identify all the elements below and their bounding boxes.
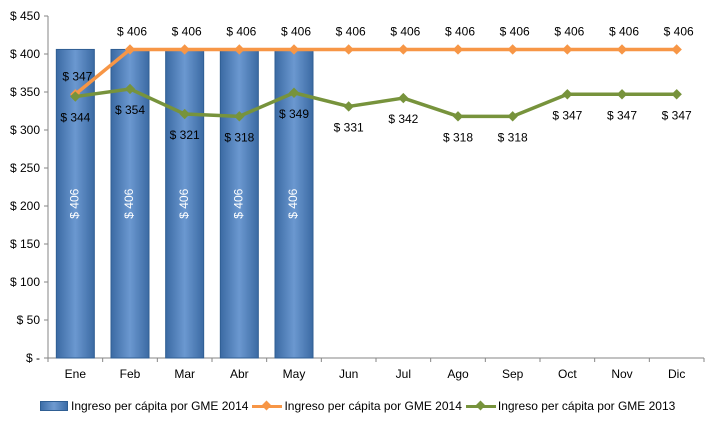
series-2013-line-point — [234, 111, 245, 122]
legend-swatch-line-orange — [252, 400, 283, 412]
series-2013-line-data-label: $ 331 — [334, 120, 364, 134]
legend-item-line-2014: Ingreso per cápita por GME 2014 — [252, 399, 462, 413]
x-tick-label: Oct — [558, 367, 577, 381]
series-2013-line-point — [70, 91, 81, 102]
legend-swatch-bar — [40, 401, 68, 411]
bar — [110, 48, 150, 359]
series-2014-line-data-label: $ 406 — [117, 24, 147, 38]
x-tick-label: May — [283, 367, 306, 381]
series-2014-line-point — [234, 44, 245, 55]
legend-swatch-line-green — [465, 400, 496, 412]
series-2014-line-data-label: $ 406 — [664, 24, 694, 38]
y-tick-label: $ - — [26, 351, 40, 365]
series-2013-line-point — [562, 89, 573, 100]
series-2013-line-data-label: $ 318 — [224, 130, 254, 144]
series-2013-line-point — [179, 108, 190, 120]
series-2013-line-line — [73, 87, 679, 119]
series-2013-line-data-label: $ 321 — [170, 128, 200, 142]
series-2013-line-point — [507, 111, 518, 122]
legend-label: Ingreso per cápita por GME 2014 — [71, 399, 249, 413]
series-2014-line-data-label: $ 406 — [172, 24, 202, 38]
series-2014-line-point — [616, 44, 628, 55]
y-tick-label: $ 250 — [10, 161, 40, 175]
x-tick-label: Ago — [447, 367, 469, 381]
x-tick-label: Sep — [502, 367, 524, 381]
series-2014-line-data-label: $ 347 — [62, 69, 92, 83]
y-tick-label: $ 150 — [10, 237, 40, 251]
y-tick-label: $ 450 — [10, 9, 40, 23]
series-2014-line-point — [562, 44, 573, 55]
x-tick-label: Dic — [668, 367, 685, 381]
bar-data-label: $ 406 — [232, 188, 246, 218]
bar — [165, 48, 205, 359]
series-2014-line-data-label: $ 406 — [390, 24, 420, 38]
series-2013-line-data-label: $ 318 — [498, 130, 528, 144]
x-tick-label: Abr — [230, 367, 249, 381]
legend-item-bar-2014: Ingreso per cápita por GME 2014 — [40, 399, 248, 413]
series-2013-line-point — [343, 101, 354, 112]
series-2014-line-point — [452, 44, 464, 55]
series-2013-line-data-label: $ 347 — [662, 108, 692, 122]
x-tick-label: Mar — [174, 367, 195, 381]
x-tick-label: Feb — [120, 367, 141, 381]
series-2014-line-data-label: $ 406 — [500, 24, 530, 38]
series-2013-line-data-label: $ 344 — [60, 111, 90, 125]
series-2013-line-point — [452, 111, 464, 122]
series-2013-line-point — [671, 89, 682, 100]
x-tick-label: Nov — [611, 367, 632, 381]
series-2014-line-data-label: $ 406 — [281, 24, 311, 38]
series-2014-line-point — [343, 44, 354, 55]
y-tick-label: $ 350 — [10, 85, 40, 99]
series-2014-line-data-label: $ 406 — [226, 24, 256, 38]
series-2013-line-data-label: $ 354 — [115, 103, 145, 117]
y-tick-label: $ 100 — [10, 275, 40, 289]
chart-plot: $ - $ 50 $ 100 $ 150 $ 200 $ 250 $ 300 $ 350 $ 4… — [10, 9, 705, 381]
series-2013-line-point — [616, 89, 628, 100]
legend-label: Ingreso per cápita por GME 2013 — [497, 399, 676, 413]
bar — [219, 48, 259, 359]
series-2014-line-data-label: $ 406 — [609, 24, 639, 38]
series-2014-line-point — [398, 44, 409, 55]
series-2014-line-data-label: $ 406 — [445, 24, 475, 38]
y-tick-label: $ 50 — [17, 313, 41, 327]
x-tick-label: Jun — [339, 367, 358, 381]
series-2013-line-point — [124, 83, 136, 95]
legend-item-line-2013: Ingreso per cápita por GME 2013 — [465, 399, 676, 413]
y-tick-label: $ 200 — [10, 199, 40, 213]
series-2014-line-data-label: $ 406 — [554, 24, 584, 38]
series-2013-line-point — [288, 87, 300, 98]
y-tick-label: $ 300 — [10, 123, 40, 137]
bar-data-label: $ 406 — [122, 188, 136, 218]
legend: Ingreso per cápita por GME 2014 Ingreso … — [40, 396, 700, 416]
y-tick-label: $ 400 — [10, 47, 40, 61]
series-2013-line-data-label: $ 349 — [279, 107, 309, 121]
x-tick-label: Jul — [396, 367, 411, 381]
series-2014-line-point — [179, 44, 190, 55]
series-2013-line-data-label: $ 347 — [552, 108, 582, 122]
x-tick-label: Ene — [65, 367, 87, 381]
series-2013-line-data-label: $ 318 — [443, 130, 473, 144]
series-2014-line-point — [288, 44, 300, 55]
bar-data-label: $ 406 — [286, 188, 300, 218]
series-2014-line-data-label: $ 406 — [336, 24, 366, 38]
series-2014-line-point — [124, 44, 136, 55]
legend-label: Ingreso per cápita por GME 2014 — [284, 399, 462, 413]
series-2014-line-line — [73, 47, 679, 97]
series-2014-line-point — [507, 44, 518, 55]
bar — [274, 48, 314, 359]
series-2013-line-data-label: $ 342 — [388, 112, 418, 126]
series-2013-line-point — [398, 92, 409, 104]
bar-data-label: $ 406 — [177, 188, 191, 218]
series-2013-line-data-label: $ 347 — [607, 108, 637, 122]
bar-data-label: $ 406 — [68, 188, 82, 218]
series-2014-line-point — [671, 44, 682, 55]
